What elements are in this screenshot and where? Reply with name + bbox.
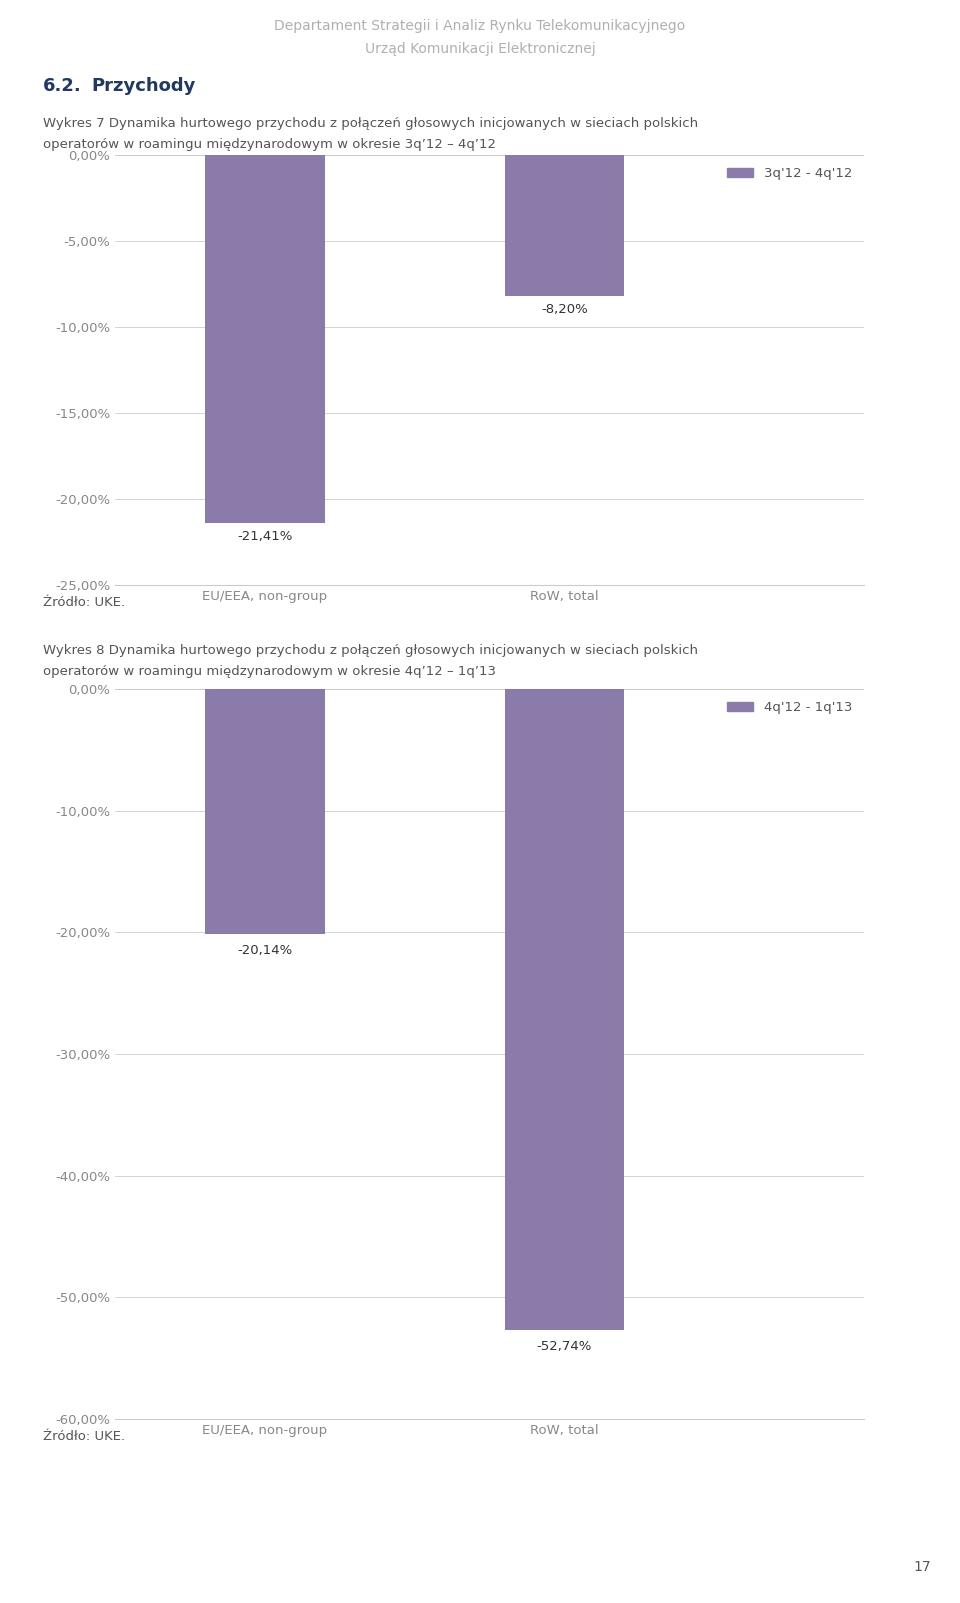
- Text: Wykres 8 Dynamika hurtowego przychodu z połączeń głosowych inicjowanych w siecia: Wykres 8 Dynamika hurtowego przychodu z …: [43, 644, 698, 657]
- Text: Urząd Komunikacji Elektronicznej: Urząd Komunikacji Elektronicznej: [365, 42, 595, 56]
- Text: operatorów w roamingu międzynarodowym w okresie 3q’12 – 4q’12: operatorów w roamingu międzynarodowym w …: [43, 138, 496, 151]
- Legend: 4q'12 - 1q'13: 4q'12 - 1q'13: [722, 696, 857, 720]
- Text: -21,41%: -21,41%: [237, 531, 293, 543]
- Text: Departament Strategii i Analiz Rynku Telekomunikacyjnego: Departament Strategii i Analiz Rynku Tel…: [275, 19, 685, 34]
- Text: Źródło: UKE.: Źródło: UKE.: [43, 1430, 126, 1443]
- Text: operatorów w roamingu międzynarodowym w okresie 4q’12 – 1q’13: operatorów w roamingu międzynarodowym w …: [43, 665, 496, 678]
- Legend: 3q'12 - 4q'12: 3q'12 - 4q'12: [722, 162, 857, 186]
- Bar: [205, 689, 324, 935]
- Bar: [505, 155, 624, 297]
- Text: 6.2.: 6.2.: [43, 77, 82, 95]
- Text: Źródło: UKE.: Źródło: UKE.: [43, 596, 126, 609]
- Text: 17: 17: [914, 1560, 931, 1574]
- Text: -52,74%: -52,74%: [537, 1340, 592, 1353]
- Text: Przychody: Przychody: [91, 77, 196, 95]
- Text: -8,20%: -8,20%: [541, 303, 588, 316]
- Text: -20,14%: -20,14%: [237, 944, 293, 957]
- Bar: [505, 689, 624, 1330]
- Text: Wykres 7 Dynamika hurtowego przychodu z połączeń głosowych inicjowanych w siecia: Wykres 7 Dynamika hurtowego przychodu z …: [43, 117, 698, 130]
- Bar: [205, 155, 324, 524]
